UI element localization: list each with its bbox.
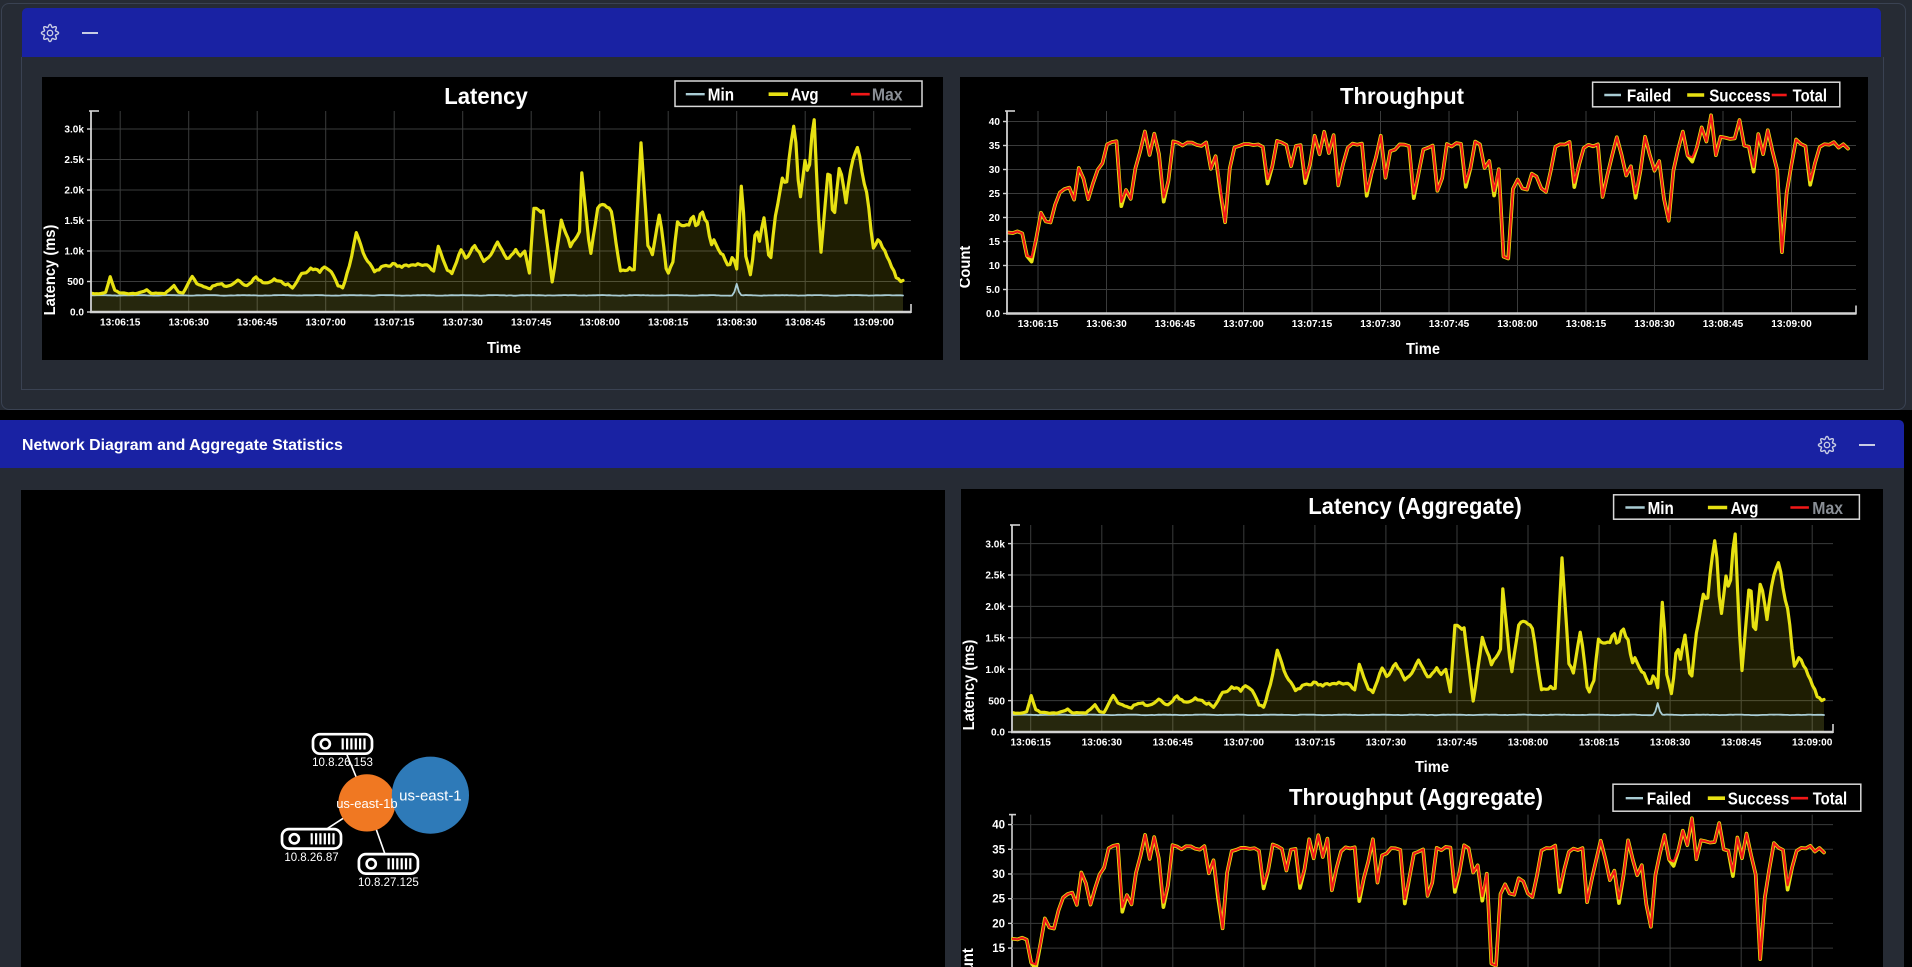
svg-text:20: 20 <box>992 918 1005 930</box>
svg-text:Avg: Avg <box>1731 498 1759 518</box>
svg-text:2.0k: 2.0k <box>985 601 1005 613</box>
svg-text:13:06:15: 13:06:15 <box>100 317 141 329</box>
svg-text:1.5k: 1.5k <box>64 215 84 227</box>
svg-text:13:07:00: 13:07:00 <box>1224 737 1265 749</box>
svg-text:Max: Max <box>872 85 903 105</box>
svg-text:13:07:15: 13:07:15 <box>1295 737 1336 749</box>
svg-text:3.0k: 3.0k <box>985 538 1005 550</box>
svg-text:10: 10 <box>989 260 1000 272</box>
svg-text:10.8.26.153: 10.8.26.153 <box>312 757 373 769</box>
svg-text:Total: Total <box>1813 789 1847 809</box>
svg-text:13:08:30: 13:08:30 <box>1634 318 1675 330</box>
svg-text:5.0: 5.0 <box>986 284 1000 296</box>
svg-text:3.0k: 3.0k <box>64 124 84 136</box>
svg-text:1.0k: 1.0k <box>64 246 84 258</box>
svg-text:13:07:30: 13:07:30 <box>1360 318 1401 330</box>
svg-text:13:08:15: 13:08:15 <box>648 317 689 329</box>
svg-text:13:08:45: 13:08:45 <box>1721 737 1762 749</box>
svg-text:13:08:15: 13:08:15 <box>1566 318 1607 330</box>
svg-text:13:06:30: 13:06:30 <box>1086 318 1127 330</box>
svg-text:2.0k: 2.0k <box>64 185 84 197</box>
svg-text:35: 35 <box>992 844 1005 856</box>
svg-text:Latency: Latency <box>444 83 528 109</box>
svg-text:13:08:15: 13:08:15 <box>1579 737 1620 749</box>
svg-text:Success: Success <box>1709 86 1771 106</box>
svg-text:13:09:00: 13:09:00 <box>1771 318 1812 330</box>
svg-text:13:06:45: 13:06:45 <box>237 317 278 329</box>
svg-text:Failed: Failed <box>1627 86 1671 106</box>
svg-text:40: 40 <box>992 820 1005 832</box>
svg-text:13:08:30: 13:08:30 <box>1650 737 1691 749</box>
svg-text:Count: Count <box>960 246 974 289</box>
svg-text:13:07:30: 13:07:30 <box>1366 737 1407 749</box>
svg-text:13:07:45: 13:07:45 <box>511 317 552 329</box>
svg-text:Max: Max <box>1812 498 1843 518</box>
svg-text:13:09:00: 13:09:00 <box>1792 737 1833 749</box>
svg-text:500: 500 <box>67 276 84 288</box>
svg-text:30: 30 <box>992 869 1005 881</box>
svg-text:Count: Count <box>961 948 977 967</box>
svg-text:1.5k: 1.5k <box>985 633 1005 645</box>
svg-text:20: 20 <box>989 212 1000 224</box>
svg-text:13:06:45: 13:06:45 <box>1155 318 1196 330</box>
svg-text:40: 40 <box>989 116 1000 128</box>
svg-text:13:08:30: 13:08:30 <box>717 317 758 329</box>
svg-text:Total: Total <box>1793 86 1827 106</box>
svg-text:13:08:45: 13:08:45 <box>1703 318 1744 330</box>
svg-text:13:09:00: 13:09:00 <box>854 317 895 329</box>
svg-text:13:07:00: 13:07:00 <box>1223 318 1264 330</box>
svg-text:15: 15 <box>992 943 1005 955</box>
svg-text:us-east-1b: us-east-1b <box>336 796 397 811</box>
svg-text:Failed: Failed <box>1647 789 1691 809</box>
svg-text:Throughput: Throughput <box>1340 83 1464 109</box>
svg-text:13:08:00: 13:08:00 <box>580 317 621 329</box>
svg-text:Time: Time <box>487 340 521 357</box>
svg-text:2.5k: 2.5k <box>985 570 1005 582</box>
svg-text:Min: Min <box>1648 498 1674 518</box>
svg-text:500: 500 <box>988 695 1005 707</box>
svg-text:0.0: 0.0 <box>986 308 1000 320</box>
svg-text:13:07:45: 13:07:45 <box>1437 737 1478 749</box>
svg-text:0.0: 0.0 <box>70 307 84 319</box>
svg-text:Throughput (Aggregate): Throughput (Aggregate) <box>1289 784 1543 810</box>
svg-text:13:07:45: 13:07:45 <box>1429 318 1470 330</box>
svg-text:13:08:45: 13:08:45 <box>785 317 826 329</box>
svg-text:Latency (ms): Latency (ms) <box>42 225 59 316</box>
svg-text:13:07:30: 13:07:30 <box>443 317 484 329</box>
svg-text:30: 30 <box>989 164 1000 176</box>
svg-text:15: 15 <box>989 236 1000 248</box>
svg-text:13:06:30: 13:06:30 <box>1082 737 1123 749</box>
svg-text:13:07:00: 13:07:00 <box>306 317 347 329</box>
svg-text:10.8.26.87: 10.8.26.87 <box>284 852 338 864</box>
svg-text:13:06:45: 13:06:45 <box>1153 737 1194 749</box>
svg-text:13:06:30: 13:06:30 <box>169 317 210 329</box>
svg-text:us-east-1: us-east-1 <box>399 788 462 805</box>
svg-text:13:08:00: 13:08:00 <box>1508 737 1549 749</box>
svg-text:10.8.27.125: 10.8.27.125 <box>358 877 419 889</box>
svg-text:Latency (Aggregate): Latency (Aggregate) <box>1308 493 1522 519</box>
svg-text:Time: Time <box>1406 341 1440 358</box>
svg-text:35: 35 <box>989 140 1000 152</box>
svg-text:25: 25 <box>992 894 1005 906</box>
svg-text:25: 25 <box>989 188 1000 200</box>
svg-text:13:08:00: 13:08:00 <box>1497 318 1538 330</box>
svg-text:0.0: 0.0 <box>991 727 1005 739</box>
svg-text:Success: Success <box>1728 789 1790 809</box>
svg-text:Time: Time <box>1415 759 1449 776</box>
svg-text:13:06:15: 13:06:15 <box>1011 737 1052 749</box>
svg-text:13:07:15: 13:07:15 <box>1292 318 1333 330</box>
svg-text:Latency (ms): Latency (ms) <box>961 640 978 731</box>
svg-text:Min: Min <box>708 85 734 105</box>
svg-text:1.0k: 1.0k <box>985 664 1005 676</box>
svg-text:13:06:15: 13:06:15 <box>1018 318 1059 330</box>
svg-text:13:07:15: 13:07:15 <box>374 317 415 329</box>
svg-text:2.5k: 2.5k <box>64 154 84 166</box>
svg-text:Avg: Avg <box>791 85 819 105</box>
